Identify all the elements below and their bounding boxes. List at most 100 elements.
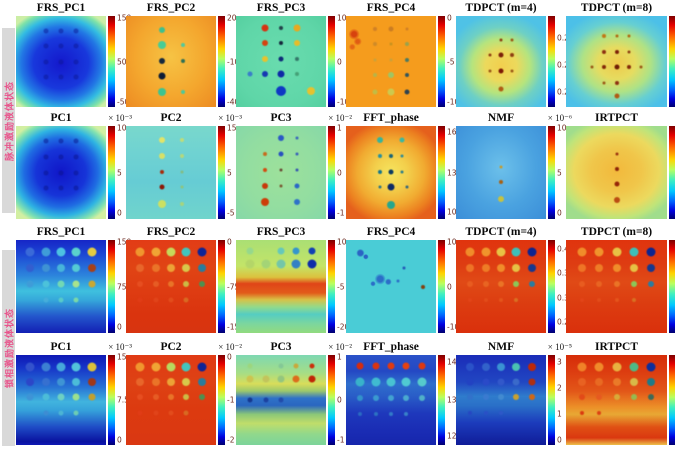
defect-dot	[57, 280, 65, 288]
defect-dot	[181, 362, 191, 372]
scale-exponent: × 10⁻⁵	[547, 342, 572, 352]
colorbar	[328, 355, 335, 445]
colorbar	[108, 355, 115, 445]
scale-exponent: × 10⁻²	[218, 342, 242, 352]
defect-dot	[646, 378, 655, 386]
defect-dot	[512, 362, 521, 371]
defect-dot	[247, 397, 253, 403]
defect-dot	[466, 378, 474, 386]
colorbar-tick: 130	[447, 167, 462, 177]
defect-dot	[292, 247, 300, 255]
defect-dot	[509, 53, 514, 58]
defect-dot	[527, 247, 537, 257]
defect-dot	[88, 393, 96, 401]
colorbar-tick: 0.25	[557, 318, 574, 326]
defect-dot	[580, 297, 585, 302]
defect-dot	[499, 410, 503, 415]
defect-dot	[261, 55, 268, 62]
colorbar-tick: -150	[227, 324, 244, 332]
panel-title: FRS_PC3	[256, 2, 306, 14]
colorbar-tick: 15	[117, 352, 127, 362]
defect-dot	[389, 153, 393, 158]
defect-dot	[372, 89, 378, 95]
panel-title: TDPCT (m=8)	[580, 226, 653, 238]
defect-dot	[614, 297, 619, 302]
colorbar	[548, 16, 555, 107]
colorbar-tick: 140	[447, 357, 462, 367]
defect-dot	[260, 198, 269, 207]
scale-exponent: × 10⁻³	[108, 113, 132, 123]
defect-dot	[168, 280, 174, 287]
heatmap-panel-r2c1: PC1 × 10⁻³ 10 5 0	[16, 112, 132, 219]
colorbar-tick: 50	[117, 56, 127, 66]
defect-dot	[647, 394, 654, 401]
heatmap-panel-r3c3: FRS_PC3 10 -5 -20	[236, 226, 349, 333]
defect-dot	[482, 280, 489, 287]
colorbar-tick: 0	[117, 434, 122, 444]
defect-dot	[293, 24, 301, 32]
defect-dot	[612, 378, 621, 386]
defect-dot	[183, 280, 190, 287]
heatmap-panel-r4c1: PC1 × 10⁻³ 15 7.5 0	[16, 341, 132, 445]
defect-dot	[294, 183, 300, 189]
colorbar	[438, 240, 445, 333]
defect-dot	[246, 375, 254, 383]
colorbar-tick: 150	[117, 13, 132, 23]
defect-dot	[261, 71, 268, 78]
defect-dot	[179, 137, 184, 142]
heatmap-image	[236, 16, 326, 107]
panel-title: PC3	[270, 341, 292, 353]
colorbar-tick: 0.35	[557, 270, 574, 278]
defect-dot	[514, 297, 519, 302]
defect-dot	[499, 165, 503, 169]
defect-dot	[614, 50, 619, 55]
defect-dot	[278, 363, 284, 369]
defect-dot	[386, 377, 396, 387]
defect-dot	[43, 28, 49, 34]
defect-dot	[159, 184, 165, 190]
defect-dot	[295, 168, 299, 172]
scale-exponent: × 10⁻³	[108, 342, 132, 352]
panel-title: FRS_PC4	[366, 226, 416, 238]
heatmap-image	[236, 355, 326, 445]
defect-dot	[41, 378, 50, 386]
defect-dot	[58, 170, 64, 175]
colorbar	[218, 240, 225, 333]
defect-dot	[405, 185, 409, 189]
defect-dot	[613, 280, 620, 287]
colorbar-tick: 5	[117, 167, 122, 177]
defect-dot	[73, 74, 79, 80]
defect-dot	[498, 280, 504, 287]
defect-dot	[400, 170, 404, 174]
defect-dot	[579, 280, 586, 287]
defect-dot	[614, 64, 619, 70]
defect-dot	[372, 73, 377, 78]
defect-dot	[405, 73, 410, 78]
defect-dot	[295, 136, 299, 140]
colorbar-tick: 0	[117, 322, 122, 332]
defect-dot	[43, 185, 49, 191]
colorbar-tick: 100	[447, 206, 462, 216]
defect-dot	[180, 43, 185, 48]
defect-dot	[595, 263, 604, 272]
defect-dot	[261, 40, 268, 47]
defect-dot	[372, 362, 380, 370]
defect-dot	[58, 154, 64, 160]
defect-dot	[488, 53, 492, 57]
defect-dot	[137, 410, 143, 416]
defect-dot	[158, 200, 166, 209]
colorbar-tick: -10	[337, 96, 350, 106]
colorbar-tick: 0	[337, 167, 342, 177]
defect-dot	[41, 362, 51, 372]
defect-dot	[396, 279, 400, 283]
colorbar	[669, 355, 675, 445]
colorbar-tick: 0	[337, 56, 342, 66]
defect-dot	[168, 297, 174, 303]
defect-dot	[135, 247, 145, 257]
colorbar-tick: -10	[447, 322, 460, 332]
defect-dot	[72, 280, 80, 288]
defect-dot	[615, 152, 618, 156]
defect-dot	[71, 362, 81, 372]
defect-dot	[387, 183, 395, 191]
defect-dot	[73, 185, 79, 191]
